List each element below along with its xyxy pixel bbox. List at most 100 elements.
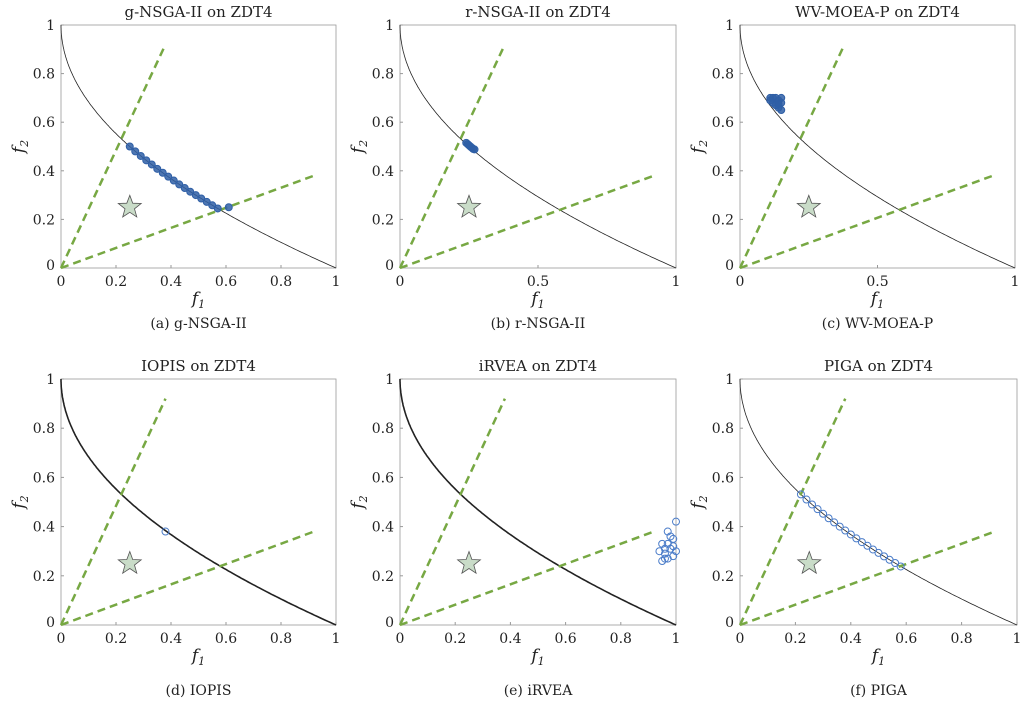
y-axis-label-sub: 2 [357,495,370,503]
solution-point [153,164,162,173]
reference-direction-line [739,174,994,270]
reference-direction-line [399,174,655,270]
y-tick-label: 0.2 [712,212,734,228]
solution-point [874,548,883,557]
solution-point [655,547,664,556]
x-axis-label-sub: 1 [538,655,545,668]
x-tick-label: 0.6 [554,631,576,647]
y-tick-label: 0.4 [372,164,394,180]
solution-point [161,527,170,536]
pareto-front-curve [739,25,1016,269]
subplot-caption: (b) r-NSGA-II [491,316,586,332]
solution-point [852,534,861,543]
y-axis-label: f2 [688,140,710,155]
reference-direction-line [59,43,167,269]
solution-point [147,160,156,169]
x-axis-label-sub: 1 [877,298,884,311]
solution-point [896,562,905,571]
reference-direction-line [60,530,315,627]
y-tick-label: 0.6 [372,470,394,486]
y-axis-label: f2 [9,140,31,155]
subplot-a: g-NSGA-II on ZDT4 0 0.2 0.4 0.6 0.8 1 0 0.2 0.4 0.… [9,3,340,332]
y-tick-label: 0.6 [33,470,55,486]
axes-box [60,24,337,269]
solution-point [868,545,877,554]
reference-direction-line [398,43,507,269]
pareto-front-curve [739,379,1018,626]
x-axis-label-sub: 1 [878,655,885,668]
x-axis-label-sub: 1 [198,655,205,668]
x-tick-label: 0.8 [270,274,292,290]
reference-point-star [456,550,482,575]
x-tick-label: 0.2 [784,631,806,647]
solution-point [880,552,889,561]
y-tick-label: 0.6 [712,115,734,131]
solution-point [660,554,669,563]
x-tick-label: 0.2 [105,274,127,290]
x-axis-label: f1 [190,646,205,668]
pareto-front-curve [399,379,677,626]
x-tick-label: 0 [396,631,405,647]
reference-point-star [117,550,143,575]
y-axis-label-sub: 2 [357,140,370,148]
solution-point [813,505,822,514]
y-tick-label: 0.8 [33,421,55,437]
solution-point [672,517,680,526]
x-tick-label: 0.8 [270,631,292,647]
x-tick-label: 0.6 [215,274,237,290]
y-axis-label-sub: 2 [697,495,710,503]
solution-point [175,180,184,189]
y-tick-label: 0 [725,258,734,274]
solution-point [663,527,672,536]
x-tick-label: 0.2 [105,631,127,647]
x-tick-label: 0 [396,274,405,290]
reference-direction-line [739,530,996,627]
x-tick-label: 1 [332,274,341,290]
pareto-front-curve [60,25,337,269]
x-tick-label: 0.6 [895,631,917,647]
solution-point [766,96,775,105]
y-tick-label: 0.6 [33,115,55,131]
solution-point [142,156,151,165]
y-tick-label: 1 [385,372,394,388]
solution-point [658,539,667,548]
solution-point [774,99,783,108]
solution-point [672,547,680,556]
x-tick-label: 0.4 [160,274,182,290]
solution-point [158,168,167,177]
reference-direction-line [738,43,846,269]
plot-title: iRVEA on ZDT4 [479,357,597,375]
pareto-front-curve [60,379,337,626]
solution-point [658,557,667,566]
solution-point [863,541,872,550]
y-axis-label: f2 [688,495,710,510]
pareto-front-curve [399,25,677,269]
solution-point [169,176,178,185]
y-tick-label: 0.4 [372,520,394,536]
solution-point [830,518,839,527]
x-tick-label: 0.4 [499,631,521,647]
solution-point [136,151,145,160]
plot-title: PIGA on ZDT4 [824,357,933,375]
solution-point [213,204,222,213]
y-tick-label: 0 [385,258,394,274]
subplot-caption: (a) g-NSGA-II [150,316,246,332]
axes-box [399,24,677,269]
reference-point-star [796,550,822,575]
y-tick-label: 1 [725,372,734,388]
x-tick-label: 0.8 [950,631,972,647]
y-tick-label: 0.4 [33,520,55,536]
x-tick-label: 1 [672,631,681,647]
reference-point-star [456,194,482,218]
plot-title: IOPIS on ZDT4 [141,357,256,375]
y-axis-label-sub: 2 [18,140,31,148]
x-axis-label: f1 [190,289,205,311]
x-axis-label: f1 [529,289,544,311]
y-tick-label: 0.2 [33,212,55,228]
solution-point [824,514,833,523]
subplot-caption: (d) IOPIS [166,683,232,699]
reference-point-star [117,194,143,218]
